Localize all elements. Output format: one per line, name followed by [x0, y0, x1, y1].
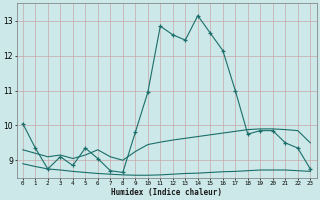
- X-axis label: Humidex (Indice chaleur): Humidex (Indice chaleur): [111, 188, 222, 197]
